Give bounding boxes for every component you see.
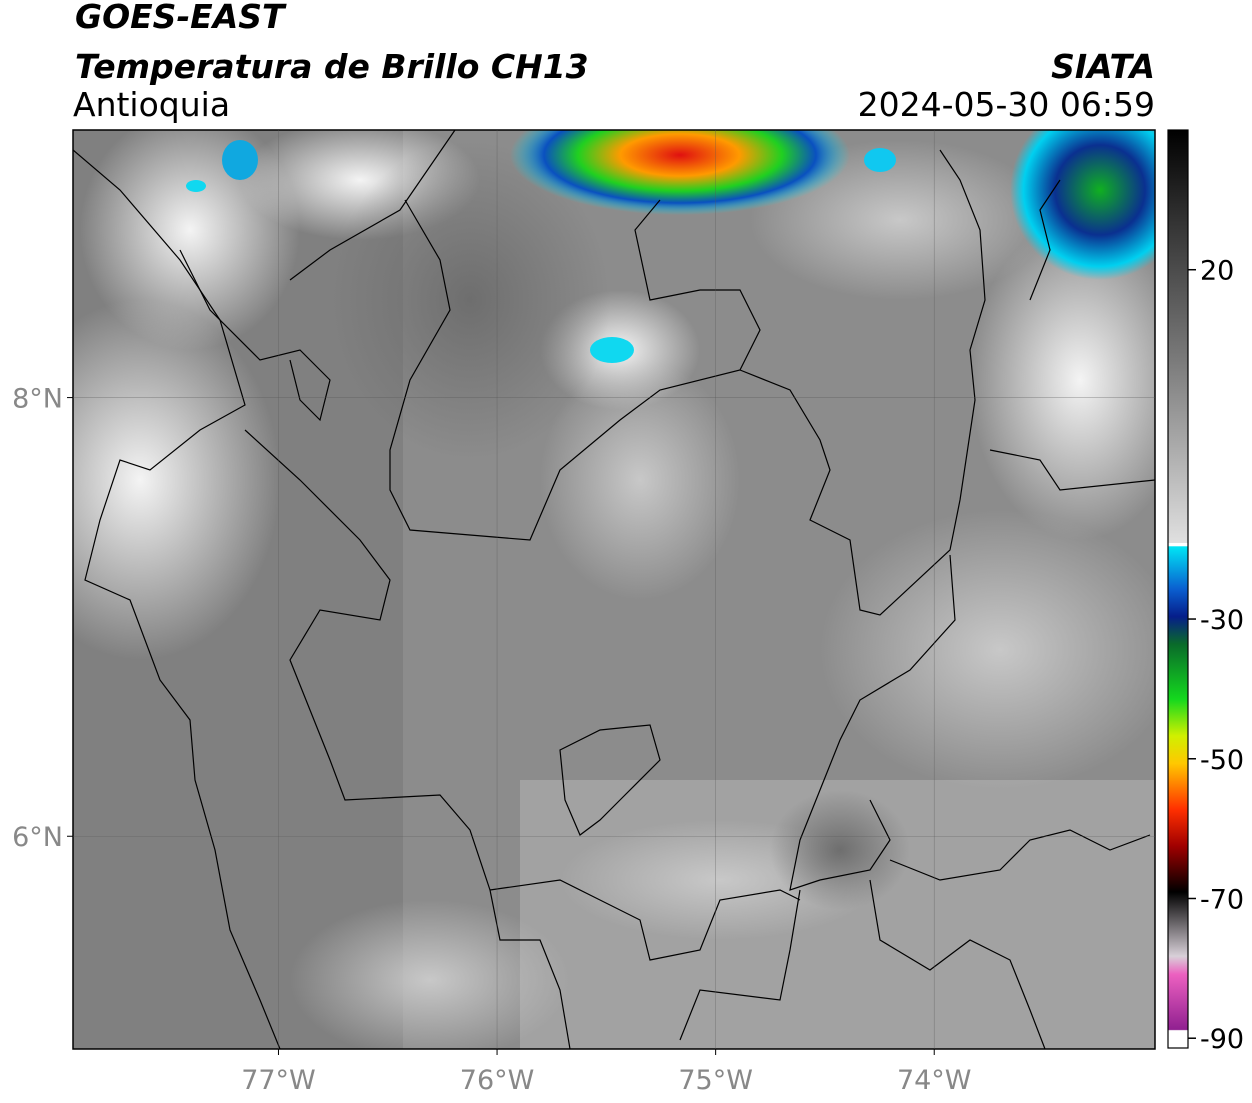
x-tick-label: 77°W bbox=[241, 1065, 316, 1096]
map-image bbox=[73, 130, 1155, 1049]
y-tick-label: 8°N bbox=[12, 384, 63, 415]
colorbar bbox=[1167, 129, 1189, 1049]
colorbar-label: -50 bbox=[1200, 745, 1244, 776]
y-tick-label: 6°N bbox=[12, 822, 63, 853]
colorbar-label: -90 bbox=[1200, 1024, 1244, 1055]
x-tick-label: 74°W bbox=[897, 1065, 972, 1096]
colorbar-label: -30 bbox=[1200, 605, 1244, 636]
datetime: 2024-05-30 06:59 bbox=[858, 85, 1155, 124]
colorbar-label: 20 bbox=[1200, 256, 1234, 287]
region: Antioquia bbox=[73, 85, 230, 124]
x-tick-label: 75°W bbox=[678, 1065, 753, 1096]
source: SIATA bbox=[1051, 47, 1155, 86]
subtitle: Temperatura de Brillo CH13 bbox=[75, 47, 589, 86]
x-tick-label: 76°W bbox=[460, 1065, 535, 1096]
title: GOES-EAST bbox=[75, 0, 287, 36]
plot-frame bbox=[72, 129, 1156, 1050]
colorbar-label: -70 bbox=[1200, 884, 1244, 915]
